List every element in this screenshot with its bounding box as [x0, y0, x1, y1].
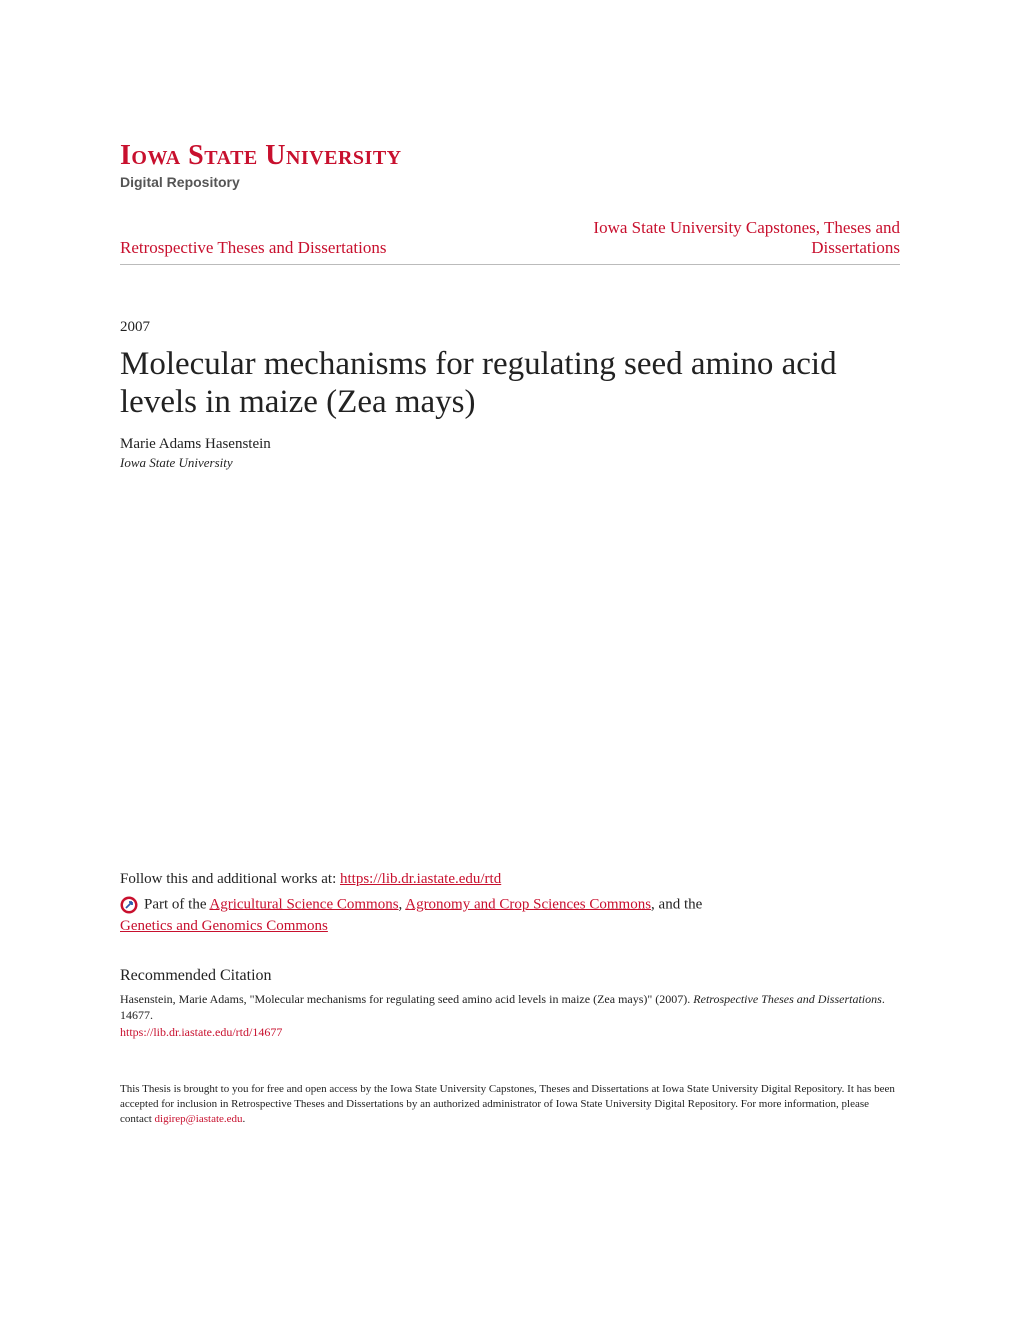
author-name: Marie Adams Hasenstein: [120, 436, 900, 453]
commons-link-3[interactable]: Genetics and Genomics Commons: [120, 918, 328, 934]
header-row: Retrospective Theses and Dissertations I…: [120, 218, 900, 258]
institution-logo: Iowa State University Digital Repository: [120, 140, 900, 190]
paper-title: Molecular mechanisms for regulating seed…: [120, 346, 900, 422]
citation-body: Hasenstein, Marie Adams, "Molecular mech…: [120, 991, 900, 1023]
citation-url-link[interactable]: https://lib.dr.iastate.edu/rtd/14677: [120, 1025, 282, 1039]
follow-url-link[interactable]: https://lib.dr.iastate.edu/rtd: [340, 871, 501, 887]
citation-series-italic: Retrospective Theses and Dissertations: [693, 992, 882, 1006]
partof-sep-2: , and the: [651, 896, 702, 912]
logo-main-text: Iowa State University: [120, 140, 900, 172]
commons-link-1[interactable]: Agricultural Science Commons: [209, 896, 398, 912]
follow-prefix: Follow this and additional works at:: [120, 871, 340, 887]
citation-link-line: https://lib.dr.iastate.edu/rtd/14677: [120, 1025, 900, 1040]
network-icon: [120, 896, 138, 914]
author-affiliation: Iowa State University: [120, 455, 900, 471]
citation-prefix: Hasenstein, Marie Adams, "Molecular mech…: [120, 992, 693, 1006]
partof-prefix: Part of the: [144, 896, 209, 912]
collection-link-right[interactable]: Iowa State University Capstones, Theses …: [593, 218, 900, 257]
logo-sub-text: Digital Repository: [120, 174, 900, 190]
partof-line: Part of the Agricultural Science Commons…: [120, 896, 900, 914]
publication-year: 2007: [120, 319, 900, 336]
partof-line-2: Genetics and Genomics Commons: [120, 918, 900, 935]
follow-line: Follow this and additional works at: htt…: [120, 871, 900, 888]
header-rule: [120, 264, 900, 265]
contact-email-link[interactable]: digirep@iastate.edu: [155, 1113, 243, 1125]
commons-link-2[interactable]: Agronomy and Crop Sciences Commons: [405, 896, 651, 912]
spacer: [120, 471, 900, 871]
citation-heading: Recommended Citation: [120, 967, 900, 985]
footer-suffix: .: [243, 1113, 246, 1125]
footer-text: This Thesis is brought to you for free a…: [120, 1082, 900, 1127]
collection-link-left[interactable]: Retrospective Theses and Dissertations: [120, 238, 386, 257]
